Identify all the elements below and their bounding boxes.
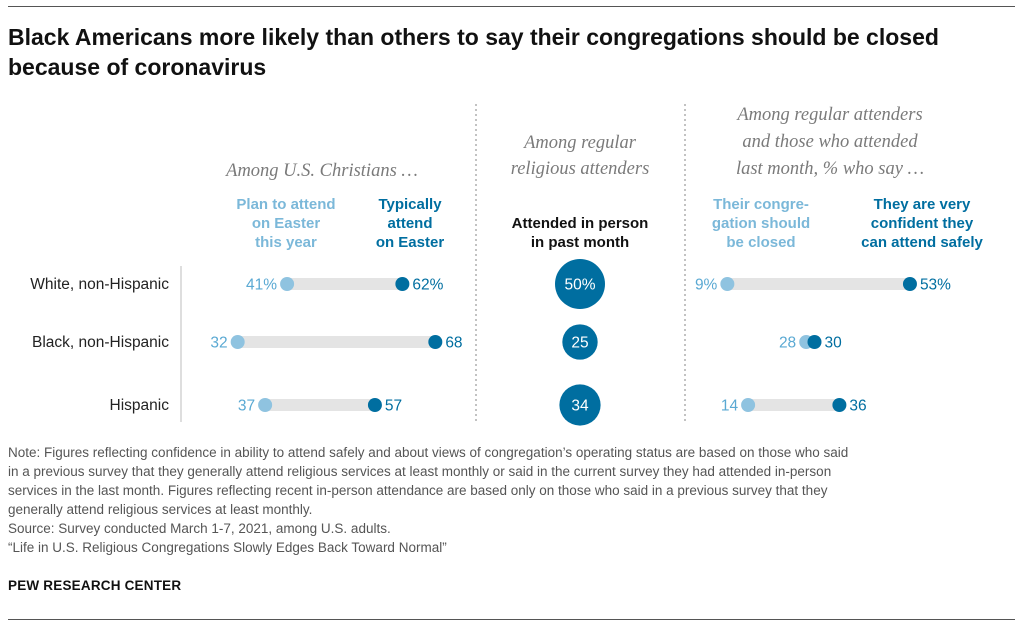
safety-dot-dark-white-non-hispanic [902, 277, 917, 291]
christians-dot-light-hispanic [258, 398, 273, 412]
safety-label-dark-hispanic: 36 [849, 398, 866, 415]
chart-title: Black Americans more likely than others … [8, 24, 939, 80]
brand-logo-text: PEW RESEARCH CENTER [8, 578, 182, 593]
column-header-attended-person: Attended in person in past month [512, 215, 649, 251]
christians-label-light-white-non-hispanic: 41% [246, 277, 277, 294]
column-header-typical-easter-line1: Typically [378, 196, 442, 213]
attended-bubble-hispanic [559, 384, 601, 426]
christians-dot-light-black-non-hispanic [230, 335, 245, 349]
christians-dot-dark-black-non-hispanic [428, 335, 443, 349]
christians-bar-black-non-hispanic [237, 336, 436, 348]
note-line: in a previous survey that they generally… [8, 464, 832, 479]
safety-dot-light-white-non-hispanic [720, 277, 735, 291]
safety-label-light-hispanic: 14 [721, 398, 739, 415]
column-header-should-close-line3: be closed [726, 234, 795, 251]
column-header-plan-easter: Plan to attend on Easter this year [236, 196, 335, 251]
group-header-christians: Among U.S. Christians … [224, 161, 418, 181]
safety-label-dark-white-non-hispanic: 53% [920, 277, 951, 294]
row-label-white-non-hispanic: White, non-Hispanic [30, 276, 169, 293]
christians-bar-white-non-hispanic [287, 278, 403, 290]
safety-bar-hispanic [748, 399, 840, 411]
christians-dot-light-white-non-hispanic [280, 277, 295, 291]
safety-dot-dark-black-non-hispanic [807, 335, 822, 349]
attended-bubble-label-hispanic: 34 [571, 398, 589, 415]
group-header-attenders-line2: religious attenders [511, 159, 650, 179]
safety-label-light-white-non-hispanic: 9% [695, 277, 718, 294]
safety-label-dark-black-non-hispanic: 30 [825, 335, 843, 352]
row-label-black-non-hispanic: Black, non-Hispanic [32, 334, 169, 351]
column-header-confident-safe: They are very confident they can attend … [861, 196, 983, 251]
attended-bubble-black-non-hispanic [562, 324, 598, 360]
column-header-typical-easter-line3: on Easter [376, 234, 445, 251]
attended-bubble-white-non-hispanic [555, 259, 605, 309]
group-header-month-line1: Among regular attenders [735, 105, 922, 125]
christians-label-dark-hispanic: 57 [385, 398, 402, 415]
bottom-rule [8, 619, 1015, 620]
christians-label-light-black-non-hispanic: 32 [210, 335, 227, 352]
column-header-typical-easter-line2: attend [388, 215, 433, 232]
column-header-attended-person-line2: in past month [531, 234, 629, 251]
column-header-confident-safe-line1: They are very [874, 196, 971, 213]
chart-marks: White, non-Hispanic Black, non-Hispanic Hi… [30, 259, 951, 426]
group-header-month-line2: and those who attended [742, 132, 918, 152]
christians-label-light-hispanic: 37 [238, 398, 255, 415]
source-line: Source: Survey conducted March 1-7, 2021… [8, 521, 391, 536]
column-header-plan-easter-line3: this year [255, 234, 317, 251]
column-header-plan-easter-line1: Plan to attend [236, 196, 335, 213]
group-header-attenders-line1: Among regular [522, 133, 637, 153]
column-header-typical-easter: Typically attend on Easter [376, 196, 445, 251]
christians-dot-dark-hispanic [367, 398, 382, 412]
column-header-should-close-line2: gation should [712, 215, 810, 232]
report-title-line: “Life in U.S. Religious Congregations Sl… [8, 540, 447, 555]
note-line: services in the last month. Figures refl… [8, 483, 828, 498]
attended-bubble-label-white-non-hispanic: 50% [564, 277, 595, 294]
christians-dot-dark-white-non-hispanic [395, 277, 410, 291]
safety-bar-white-non-hispanic [727, 278, 910, 290]
column-header-plan-easter-line2: on Easter [252, 215, 321, 232]
safety-dot-dark-hispanic [832, 398, 847, 412]
attended-bubble-label-black-non-hispanic: 25 [571, 335, 588, 352]
notes-block: Note: Figures reflecting confidence in a… [8, 443, 1013, 557]
christians-label-dark-white-non-hispanic: 62% [412, 277, 443, 294]
christians-bar-hispanic [265, 399, 375, 411]
column-header-confident-safe-line2: confident they [871, 215, 974, 232]
column-header-attended-person-line1: Attended in person [512, 215, 649, 232]
group-header-month-line3: last month, % who say … [736, 159, 924, 179]
top-rule [8, 6, 1015, 7]
christians-label-dark-black-non-hispanic: 68 [445, 335, 462, 352]
note-line: generally attend religious services at l… [8, 502, 313, 517]
note-line: Note: Figures reflecting confidence in a… [8, 445, 849, 460]
safety-label-light-black-non-hispanic: 28 [779, 335, 796, 352]
row-label-hispanic: Hispanic [110, 397, 170, 414]
column-header-confident-safe-line3: can attend safely [861, 234, 983, 251]
column-header-should-close: Their congre- gation should be closed [712, 196, 810, 251]
column-header-should-close-line1: Their congre- [713, 196, 809, 213]
safety-dot-light-hispanic [741, 398, 756, 412]
